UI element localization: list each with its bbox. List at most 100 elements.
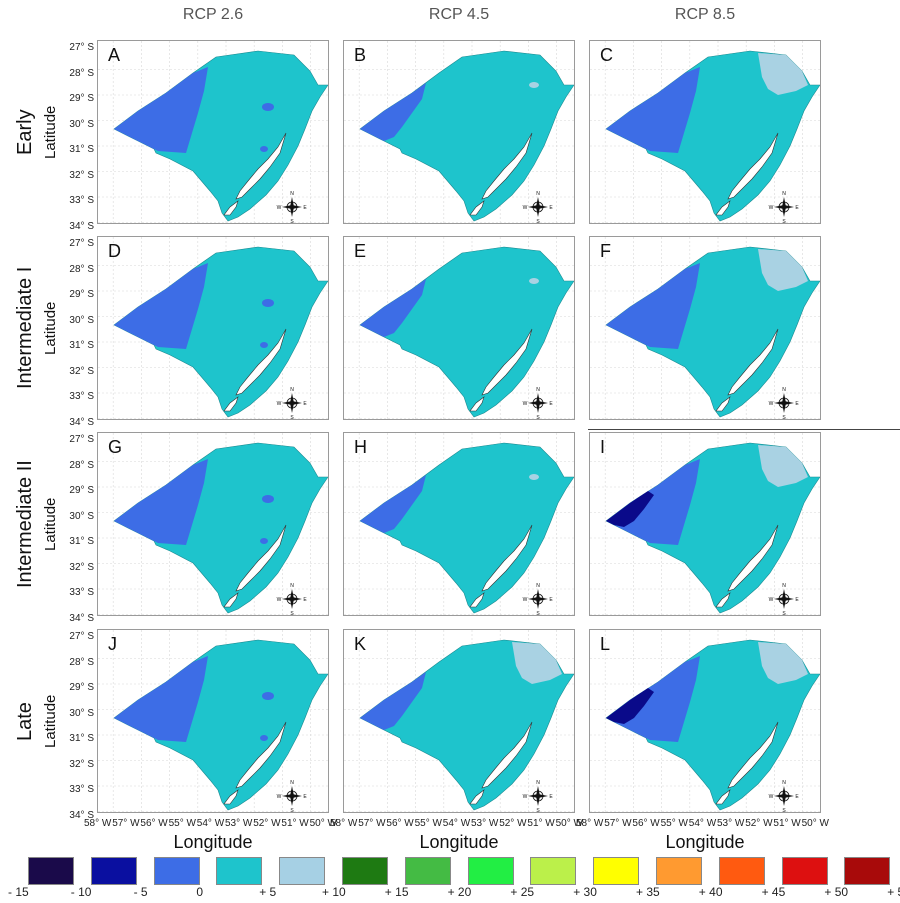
map-svg: N S E W	[98, 630, 328, 812]
longitude-tick-label: 54° W	[442, 818, 471, 829]
compass-label: S	[782, 611, 786, 616]
longitude-tick-label: 55° W	[660, 818, 688, 829]
map-panel: N S E W F	[589, 236, 821, 420]
latitude-tick-label: 29° S	[69, 682, 94, 693]
legend-swatch	[656, 857, 702, 885]
lagoon	[469, 328, 533, 412]
compass-label: E	[303, 401, 307, 407]
latitude-axis-title-text: Latitude	[42, 497, 59, 551]
compass-label: N	[536, 387, 540, 393]
lagoon	[469, 721, 533, 805]
compass-label: N	[290, 191, 294, 197]
map-svg: N S E W	[98, 237, 328, 419]
legend-swatch	[28, 857, 74, 885]
map-panel: N S E W G	[97, 432, 329, 616]
compass-needle-ew	[528, 401, 548, 405]
latitude-tick-label: 32° S	[69, 365, 94, 377]
compass-needle-ew	[774, 597, 794, 601]
compass-label: S	[782, 808, 786, 813]
legend-label: + 55 days	[887, 885, 900, 899]
longitude-tick-label: 58° W	[330, 818, 358, 829]
lagoon	[469, 524, 533, 608]
legend-label: - 5	[133, 885, 148, 899]
longitude-tick-label: 51° W	[527, 818, 555, 829]
legend-swatch	[467, 857, 514, 885]
compass-label: N	[782, 387, 786, 393]
panel-letter: K	[354, 634, 367, 654]
region-navy	[606, 491, 654, 527]
compass-label: W	[277, 401, 282, 407]
panel-letter: C	[600, 45, 613, 65]
region-navy	[606, 688, 654, 724]
longitude-tick-label: 58° W	[576, 818, 604, 829]
compass-needle-ew	[528, 205, 548, 209]
region-blue	[360, 475, 426, 533]
longitude-tick-label: 54° W	[196, 818, 225, 829]
compass-label: E	[549, 401, 553, 407]
latitude-tick-label: 30° S	[69, 510, 94, 522]
row-header-text: Intermediate II	[14, 460, 36, 588]
compass-needle-ew	[528, 597, 548, 601]
longitude-tick-label: 50° W	[309, 818, 337, 829]
latitude-tick-label: 33° S	[69, 195, 94, 206]
legend-swatch	[593, 857, 640, 885]
row-header-text: Intermediate I	[14, 266, 36, 389]
compass-label: S	[782, 219, 786, 224]
compass-label: E	[795, 401, 799, 407]
lagoon	[223, 524, 287, 608]
legend-label: + 40	[698, 885, 723, 899]
legend-label: + 30	[573, 885, 597, 899]
longitude-tick-label: 55° W	[168, 818, 196, 829]
map-svg: N S E W	[344, 237, 574, 419]
longitude-tick-label: 53° W	[471, 818, 499, 829]
compass-label: N	[536, 780, 540, 786]
legend-label: + 35	[636, 885, 660, 899]
map-panel: N S E W E	[343, 236, 575, 420]
compass-label: S	[536, 219, 540, 224]
compass-label: W	[277, 205, 282, 211]
longitude-tick-label: 51° W	[773, 818, 801, 829]
map-svg: N S E W	[98, 41, 328, 223]
longitude-tick-label: 50° W	[801, 818, 829, 829]
panel-letter: L	[600, 634, 611, 654]
panel-letter: J	[108, 634, 117, 654]
latitude-tick-label: 28° S	[69, 67, 94, 79]
region-blue-spot	[260, 735, 268, 741]
compass-label: N	[536, 191, 540, 197]
region-blue	[360, 279, 426, 337]
legend-swatch	[279, 857, 326, 885]
compass-label: E	[795, 205, 799, 211]
compass-label: W	[277, 597, 282, 603]
latitude-tick-label: 34° S	[69, 809, 94, 821]
latitude-tick-label: 27° S	[69, 631, 94, 642]
region-blue-spot	[262, 692, 274, 700]
longitude-axis-title: Longitude	[419, 832, 499, 852]
longitude-tick-label: 57° W	[112, 818, 140, 829]
compass-label: W	[277, 794, 282, 800]
compass-label: W	[769, 401, 774, 407]
compass-label: E	[549, 205, 553, 211]
legend-swatch	[718, 857, 765, 885]
longitude-tick-label: 56° W	[632, 818, 660, 829]
compass-needle-ew	[282, 205, 302, 209]
panel-letter: B	[354, 45, 367, 65]
legend-label: - 10	[70, 885, 92, 899]
compass-label: N	[536, 583, 540, 589]
region-blue-spot	[262, 495, 274, 503]
region-blue	[360, 83, 426, 141]
legend-swatch	[844, 857, 891, 885]
map-svg: N S E W	[98, 433, 328, 615]
map-panel: N S E W K	[343, 629, 575, 813]
compass-label: E	[549, 597, 553, 603]
panel-separator-line	[588, 429, 900, 430]
latitude-tick-label: 28° S	[69, 459, 94, 471]
longitude-axis-title: Longitude	[173, 832, 253, 852]
panel-letter: H	[354, 437, 367, 457]
panel-letter: D	[108, 241, 121, 261]
latitude-tick-label: 30° S	[69, 118, 94, 130]
longitude-tick-label: 52° W	[745, 818, 773, 829]
compass-label: W	[769, 597, 774, 603]
legend-swatch	[530, 857, 577, 885]
region-blue	[606, 263, 700, 349]
latitude-tick-label: 34° S	[69, 416, 94, 428]
